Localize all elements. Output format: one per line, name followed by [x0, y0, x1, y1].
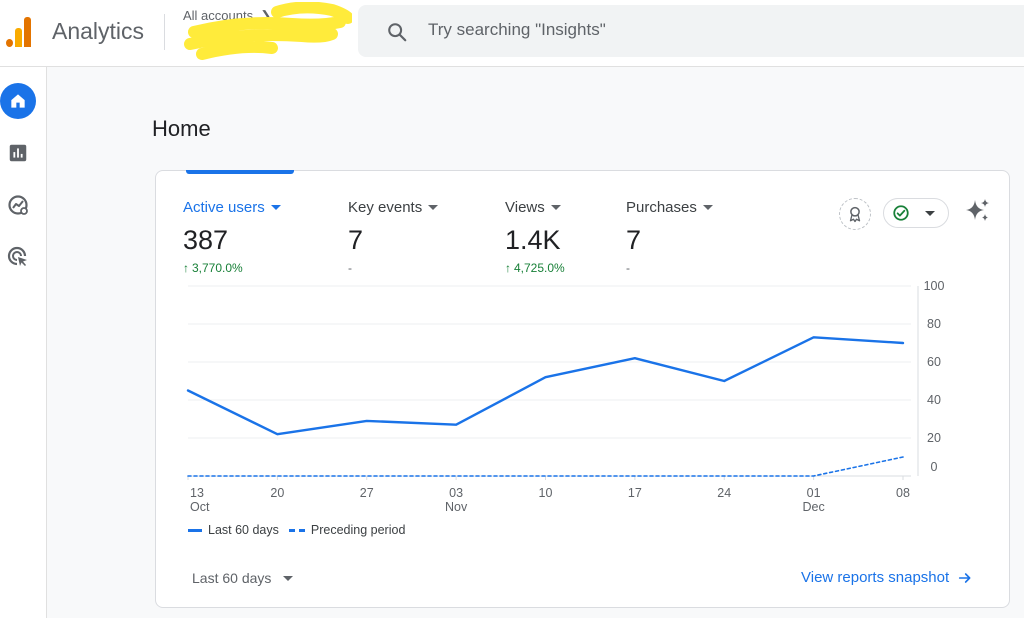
y-tick-label: 60	[927, 355, 941, 369]
arrow-up-icon: ↑	[505, 261, 511, 275]
metric-change-text: 4,725.0%	[514, 261, 565, 275]
series-line-last-60-days	[186, 336, 905, 436]
metric-tab-key-events[interactable]: Key events 7 -	[348, 197, 439, 275]
redaction-scribble	[184, 2, 352, 60]
search-bar[interactable]	[358, 5, 1024, 57]
metric-change-text: 3,770.0%	[192, 261, 243, 275]
page-title: Home	[152, 116, 211, 141]
caret-down-icon	[925, 211, 935, 216]
x-tick-month-label: Nov	[445, 500, 468, 514]
data-quality-status-button[interactable]	[883, 198, 949, 228]
metric-tab-purchases[interactable]: Purchases 7 -	[626, 197, 713, 275]
target-cursor-icon	[7, 246, 27, 266]
analytics-logo[interactable]	[6, 17, 32, 47]
top-header: Analytics All accounts ❯	[0, 0, 1024, 67]
metric-change: -	[348, 261, 438, 275]
left-nav-rail	[0, 67, 47, 618]
metric-value: 1.4K	[505, 225, 561, 255]
metric-label-text: Views	[505, 198, 545, 216]
x-tick-month-label: Oct	[190, 500, 210, 514]
arrow-up-icon: ↑	[183, 261, 189, 275]
y-tick-label: 0	[931, 460, 938, 474]
check-circle-icon	[893, 205, 909, 221]
explore-icon	[8, 195, 28, 215]
snapshot-link-text: View reports snapshot	[801, 569, 950, 586]
x-tick-label: 08	[896, 486, 910, 500]
metric-change: -	[626, 261, 713, 275]
metric-value: 387	[183, 225, 229, 255]
metric-value: 7	[626, 225, 642, 255]
metric-change: ↑ 3,770.0%	[183, 261, 281, 275]
metric-label[interactable]: Active users	[183, 197, 281, 217]
metric-label[interactable]: Views	[505, 197, 565, 217]
metric-label-text: Active users	[183, 198, 265, 216]
overview-card: Active users 387 ↑ 3,770.0% Key events 7…	[155, 170, 1010, 608]
legend-solid-swatch	[188, 528, 202, 532]
legend-item-preceding-period[interactable]: Preceding period	[288, 523, 406, 537]
metric-change: ↑ 4,725.0%	[505, 261, 565, 275]
view-reports-snapshot-link[interactable]: View reports snapshot	[801, 569, 973, 586]
header-divider	[164, 14, 165, 50]
metric-change-text: -	[348, 261, 352, 275]
metric-label[interactable]: Purchases	[626, 197, 713, 217]
caret-down-icon	[428, 204, 439, 210]
bar-chart-icon	[9, 144, 27, 162]
series-line-preceding-period	[187, 456, 904, 477]
date-range-label: Last 60 days	[192, 570, 272, 586]
y-tick-label: 100	[924, 279, 945, 293]
caret-down-icon	[283, 575, 294, 581]
rail-item-advertising[interactable]	[0, 239, 36, 275]
chart-legend: Last 60 days Preceding period	[188, 523, 405, 537]
rail-item-explore[interactable]	[0, 187, 36, 223]
sparkle-icon[interactable]	[964, 197, 992, 225]
award-ribbon-icon	[849, 206, 861, 223]
metric-tab-active-users[interactable]: Active users 387 ↑ 3,770.0%	[183, 197, 281, 275]
app-title: Analytics	[52, 18, 145, 44]
x-tick-label: 17	[628, 486, 642, 500]
x-tick-label: 01	[807, 486, 821, 500]
caret-down-icon	[550, 204, 561, 210]
x-tick-label: 13	[190, 486, 204, 500]
y-tick-label: 40	[927, 393, 941, 407]
x-tick-month-label: Dec	[803, 500, 825, 514]
legend-item-last-60-days[interactable]: Last 60 days	[188, 523, 279, 537]
insights-badge-button[interactable]	[839, 198, 871, 230]
search-input[interactable]	[426, 19, 990, 41]
arrow-right-icon	[959, 572, 971, 583]
x-tick-label: 27	[360, 486, 374, 500]
date-range-selector[interactable]: Last 60 days	[192, 570, 294, 586]
metric-label-text: Purchases	[626, 198, 697, 216]
legend-label: Last 60 days	[208, 523, 279, 537]
legend-dashed-swatch	[288, 528, 305, 532]
caret-down-icon	[270, 204, 281, 210]
x-tick-label: 24	[717, 486, 731, 500]
legend-label: Preceding period	[310, 523, 406, 537]
x-tick-label: 03	[449, 486, 463, 500]
metric-label-text: Key events	[348, 198, 423, 216]
active-tab-indicator	[186, 170, 294, 174]
caret-down-icon	[702, 204, 713, 210]
metric-change-text: -	[626, 261, 630, 275]
metric-value: 7	[348, 225, 364, 255]
search-icon	[388, 23, 407, 42]
metric-label[interactable]: Key events	[348, 197, 439, 217]
x-tick-label: 20	[270, 486, 284, 500]
chevron-right-icon: ❯	[256, 8, 272, 23]
y-tick-label: 20	[927, 431, 941, 445]
home-icon	[11, 94, 25, 108]
y-tick-label: 80	[927, 317, 941, 331]
metric-tab-views[interactable]: Views 1.4K ↑ 4,725.0%	[505, 197, 565, 276]
x-tick-label: 10	[539, 486, 553, 500]
rail-item-home[interactable]	[0, 83, 36, 119]
rail-item-reports[interactable]	[0, 135, 36, 171]
